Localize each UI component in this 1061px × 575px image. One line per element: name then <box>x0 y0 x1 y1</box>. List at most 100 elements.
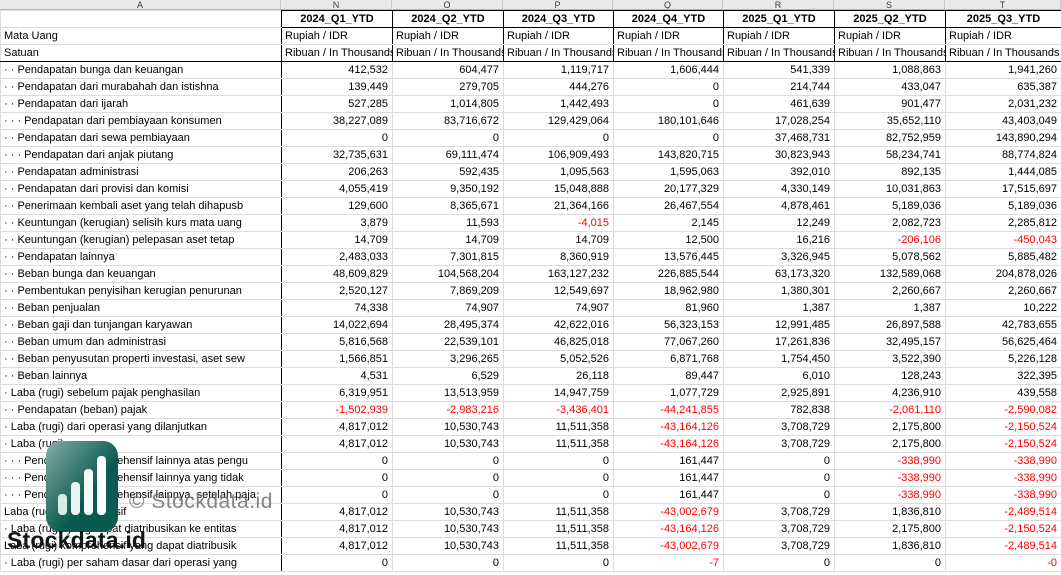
cell[interactable]: 1,595,063 <box>613 163 724 181</box>
cell[interactable]: 89,447 <box>613 367 724 385</box>
row-label[interactable]: · · Keuntungan (kerugian) selisih kurs m… <box>0 214 282 232</box>
cell[interactable]: 6,871,768 <box>613 350 724 368</box>
cell[interactable]: 0 <box>503 554 614 572</box>
cell[interactable]: 1,442,493 <box>503 95 614 113</box>
cell[interactable]: 14,022,694 <box>281 316 393 334</box>
cell[interactable]: 2,175,800 <box>834 418 946 436</box>
cell[interactable]: Rupiah / IDR <box>392 27 504 45</box>
cell[interactable]: 1,606,444 <box>613 61 724 79</box>
cell[interactable]: 37,468,731 <box>723 129 835 147</box>
cell[interactable]: 12,500 <box>613 231 724 249</box>
row-label[interactable]: · · · Pendapatan komprehensif lainnya at… <box>0 452 282 470</box>
cell[interactable]: 0 <box>392 129 504 147</box>
cell[interactable]: 14,709 <box>503 231 614 249</box>
cell[interactable]: 30,823,943 <box>723 146 835 164</box>
cell[interactable]: 10,222 <box>945 299 1061 317</box>
cell[interactable]: -338,990 <box>834 486 946 504</box>
cell[interactable]: 74,338 <box>281 299 393 317</box>
cell[interactable]: 1,836,810 <box>834 537 946 555</box>
cell[interactable]: Ribuan / In Thousands <box>503 44 614 62</box>
cell[interactable]: 6,319,951 <box>281 384 393 402</box>
cell[interactable]: 83,716,672 <box>392 112 504 130</box>
cell[interactable]: 16,216 <box>723 231 835 249</box>
cell[interactable]: 88,774,824 <box>945 146 1061 164</box>
cell[interactable]: 74,907 <box>503 299 614 317</box>
cell[interactable]: 10,031,863 <box>834 180 946 198</box>
row-label[interactable]: · Laba (rugi) <box>0 435 282 453</box>
cell[interactable]: 1,566,851 <box>281 350 393 368</box>
cell[interactable]: 10,530,743 <box>392 537 504 555</box>
corner-cell[interactable] <box>0 10 282 28</box>
row-label[interactable]: · · Pendapatan bunga dan keuangan <box>0 61 282 79</box>
cell[interactable]: 14,947,759 <box>503 384 614 402</box>
cell[interactable]: 4,531 <box>281 367 393 385</box>
cell[interactable]: 132,589,068 <box>834 265 946 283</box>
cell[interactable]: 4,817,012 <box>281 435 393 453</box>
cell[interactable]: 129,600 <box>281 197 393 215</box>
cell[interactable]: 180,101,646 <box>613 112 724 130</box>
cell[interactable]: 13,576,445 <box>613 248 724 266</box>
cell[interactable]: 5,078,562 <box>834 248 946 266</box>
cell[interactable]: 0 <box>613 129 724 147</box>
cell[interactable]: 1,095,563 <box>503 163 614 181</box>
cell[interactable]: -1,502,939 <box>281 401 393 419</box>
cell[interactable]: 3,522,390 <box>834 350 946 368</box>
column-header[interactable]: 2024_Q3_YTD <box>503 10 614 28</box>
row-label[interactable]: · · Beban umum dan administrasi <box>0 333 282 351</box>
cell[interactable]: -43,164,126 <box>613 418 724 436</box>
row-label[interactable]: · · · Pendapatan komprehensif lainnya, s… <box>0 486 282 504</box>
cell[interactable]: 11,511,358 <box>503 435 614 453</box>
cell[interactable]: 35,652,110 <box>834 112 946 130</box>
row-label[interactable]: · · Pendapatan dari ijarah <box>0 95 282 113</box>
cell[interactable]: 3,326,945 <box>723 248 835 266</box>
column-letter-S[interactable]: S <box>834 0 945 10</box>
cell[interactable]: 12,991,485 <box>723 316 835 334</box>
cell[interactable]: 3,296,265 <box>392 350 504 368</box>
cell[interactable]: 17,261,836 <box>723 333 835 351</box>
cell[interactable]: -206,106 <box>834 231 946 249</box>
cell[interactable]: 604,477 <box>392 61 504 79</box>
column-header[interactable]: 2024_Q4_YTD <box>613 10 724 28</box>
cell[interactable]: 2,925,891 <box>723 384 835 402</box>
cell[interactable]: 214,744 <box>723 78 835 96</box>
cell[interactable]: 11,511,358 <box>503 503 614 521</box>
cell[interactable]: 4,878,461 <box>723 197 835 215</box>
cell[interactable]: -2,983,216 <box>392 401 504 419</box>
cell[interactable]: Ribuan / In Thousands <box>392 44 504 62</box>
cell[interactable]: 43,403,049 <box>945 112 1061 130</box>
cell[interactable]: 42,783,655 <box>945 316 1061 334</box>
cell[interactable]: 11,593 <box>392 214 504 232</box>
cell[interactable]: 17,515,697 <box>945 180 1061 198</box>
cell[interactable]: -0 <box>945 554 1061 572</box>
cell[interactable]: Ribuan / In Thousands <box>834 44 946 62</box>
cell[interactable]: 392,010 <box>723 163 835 181</box>
cell[interactable]: Ribuan / In Thousands <box>281 44 393 62</box>
cell[interactable]: 3,708,729 <box>723 503 835 521</box>
cell[interactable]: 26,118 <box>503 367 614 385</box>
cell[interactable]: 439,558 <box>945 384 1061 402</box>
row-label[interactable]: · · Beban gaji dan tunjangan karyawan <box>0 316 282 334</box>
cell[interactable]: -338,990 <box>945 452 1061 470</box>
cell[interactable]: -2,489,514 <box>945 537 1061 555</box>
cell[interactable]: -7 <box>613 554 724 572</box>
cell[interactable]: -3,436,401 <box>503 401 614 419</box>
cell[interactable]: 10,530,743 <box>392 435 504 453</box>
column-header[interactable]: 2025_Q1_YTD <box>723 10 835 28</box>
cell[interactable]: 10,530,743 <box>392 520 504 538</box>
cell[interactable]: 10,530,743 <box>392 503 504 521</box>
cell[interactable]: 4,055,419 <box>281 180 393 198</box>
cell[interactable]: 32,735,631 <box>281 146 393 164</box>
cell[interactable]: 2,175,800 <box>834 435 946 453</box>
row-label[interactable]: Laba (rugi) komprehensif <box>0 503 282 521</box>
cell[interactable]: -2,150,524 <box>945 418 1061 436</box>
cell[interactable]: 104,568,204 <box>392 265 504 283</box>
cell[interactable]: 1,119,717 <box>503 61 614 79</box>
cell[interactable]: 1,941,260 <box>945 61 1061 79</box>
cell[interactable]: 4,236,910 <box>834 384 946 402</box>
cell[interactable]: 128,243 <box>834 367 946 385</box>
row-label[interactable]: · Laba (rugi) per saham dasar dari opera… <box>0 554 282 572</box>
cell[interactable]: 161,447 <box>613 486 724 504</box>
row-label[interactable]: · Laba (rugi) dari operasi yang dilanjut… <box>0 418 282 436</box>
cell[interactable]: 0 <box>281 486 393 504</box>
cell[interactable]: 14,709 <box>281 231 393 249</box>
